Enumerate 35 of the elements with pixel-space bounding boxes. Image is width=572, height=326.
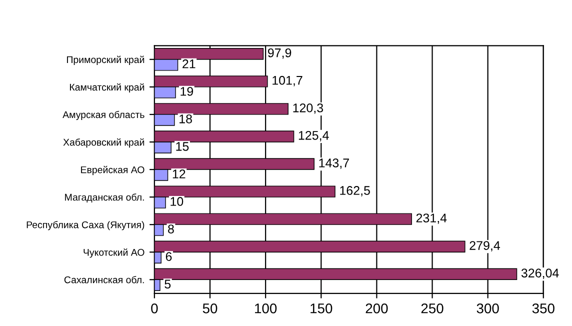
x-tick-label: 0 (151, 303, 158, 314)
x-tick-label: 100 (255, 303, 277, 314)
data-label: 162,5 (340, 186, 370, 196)
data-label: 19 (180, 86, 194, 96)
data-label: 12 (172, 170, 186, 178)
data-label: 279,4 (470, 241, 500, 252)
y-tick-label: Магаданская обл. (65, 193, 144, 203)
data-label: 6 (166, 252, 172, 261)
x-tick-label: 150 (310, 303, 332, 314)
data-label: 18 (180, 114, 192, 124)
data-label: 326,04 (521, 268, 559, 279)
data-label: 143,7 (319, 158, 349, 169)
x-tick-label: 350 (532, 303, 554, 314)
data-label: 97,9 (268, 48, 292, 59)
data-label: 21 (182, 59, 196, 68)
data-label: 231,4 (416, 214, 447, 224)
y-tick-label: Республика Саха (Якутия) (26, 221, 144, 230)
data-label: 5 (164, 280, 171, 288)
x-tick-label: 250 (421, 303, 444, 314)
y-tick-label: Приморский край (67, 56, 144, 66)
x-tick-label: 200 (366, 303, 388, 314)
data-label: 15 (176, 142, 189, 151)
data-label: 125,4 (298, 130, 329, 142)
data-label: 120,3 (293, 103, 324, 114)
y-tick-label: Хабаровский край (63, 138, 144, 148)
data-label: 101,7 (272, 76, 302, 86)
data-label: 8 (168, 224, 174, 234)
y-tick-label: Еврейская АО (81, 166, 144, 176)
y-tick-label: Чукотский АО (84, 248, 144, 258)
x-tick-label: 300 (476, 303, 499, 314)
y-tick-label: Камчатский край (70, 83, 144, 93)
y-tick-label: Амурская область (62, 110, 144, 120)
data-label: 10 (170, 197, 184, 206)
y-tick-label: Сахалинская обл. (64, 276, 144, 284)
x-tick-label: 50 (202, 303, 218, 314)
